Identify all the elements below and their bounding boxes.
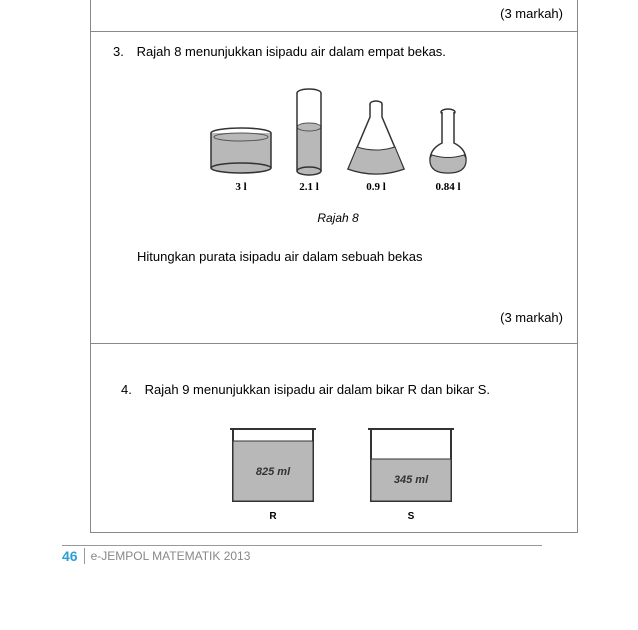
page-number: 46 <box>62 548 85 564</box>
q3-sub: Hitungkan purata isipadu air dalam sebua… <box>137 249 563 264</box>
beaker-s-label: S <box>408 511 415 522</box>
beaker-r-label: R <box>269 511 276 522</box>
vessel-3-label: 0.9 l <box>366 181 386 193</box>
beaker-s-icon: 345 ml <box>366 425 456 507</box>
beaker-r-icon: 825 ml <box>228 425 318 507</box>
q4-text: Rajah 9 menunjukkan isipadu air dalam bi… <box>145 382 490 397</box>
question-4: 4. Rajah 9 menunjukkan isipadu air dalam… <box>91 344 577 532</box>
vessel-2-label: 2.1 l <box>299 181 319 193</box>
footer-text: e-JEMPOL MATEMATIK 2013 <box>91 549 251 563</box>
question-3: 3. Rajah 8 menunjukkan isipadu air dalam… <box>91 32 577 344</box>
vessel-1-label: 3 l <box>235 181 246 193</box>
vessel-4: 0.84 l <box>428 107 468 193</box>
page-footer: 46 e-JEMPOL MATEMATIK 2013 <box>62 545 542 564</box>
vessel-2: 2.1 l <box>294 87 324 193</box>
beaker-r-value: 825 ml <box>256 466 291 478</box>
q3-text: Rajah 8 menunjukkan isipadu air dalam em… <box>137 44 446 59</box>
vessel-4-label: 0.84 l <box>435 181 460 193</box>
flask-icon <box>344 99 408 177</box>
page-frame: (3 markah) 3. Rajah 8 menunjukkan isipad… <box>90 0 578 533</box>
round-flask-icon <box>428 107 468 177</box>
vessel-1: 3 l <box>208 127 274 193</box>
beaker-s: 345 ml S <box>366 425 456 522</box>
q3-number: 3. <box>113 44 133 59</box>
q3-line: 3. Rajah 8 menunjukkan isipadu air dalam… <box>113 44 563 59</box>
beaker-r: 825 ml R <box>228 425 318 522</box>
cylinder-icon <box>294 87 324 177</box>
vessel-3: 0.9 l <box>344 99 408 193</box>
jar-icon <box>208 127 274 177</box>
marks-top: (3 markah) <box>91 0 577 32</box>
q4-number: 4. <box>121 382 141 397</box>
q4-line: 4. Rajah 9 menunjukkan isipadu air dalam… <box>121 382 563 397</box>
figure-8-caption: Rajah 8 <box>113 211 563 225</box>
figure-8-row: 3 l 2.1 l <box>113 87 563 193</box>
q3-marks: (3 markah) <box>113 264 563 333</box>
figure-9-row: 825 ml R 345 ml S <box>121 425 563 522</box>
beaker-s-value: 345 ml <box>394 474 429 486</box>
